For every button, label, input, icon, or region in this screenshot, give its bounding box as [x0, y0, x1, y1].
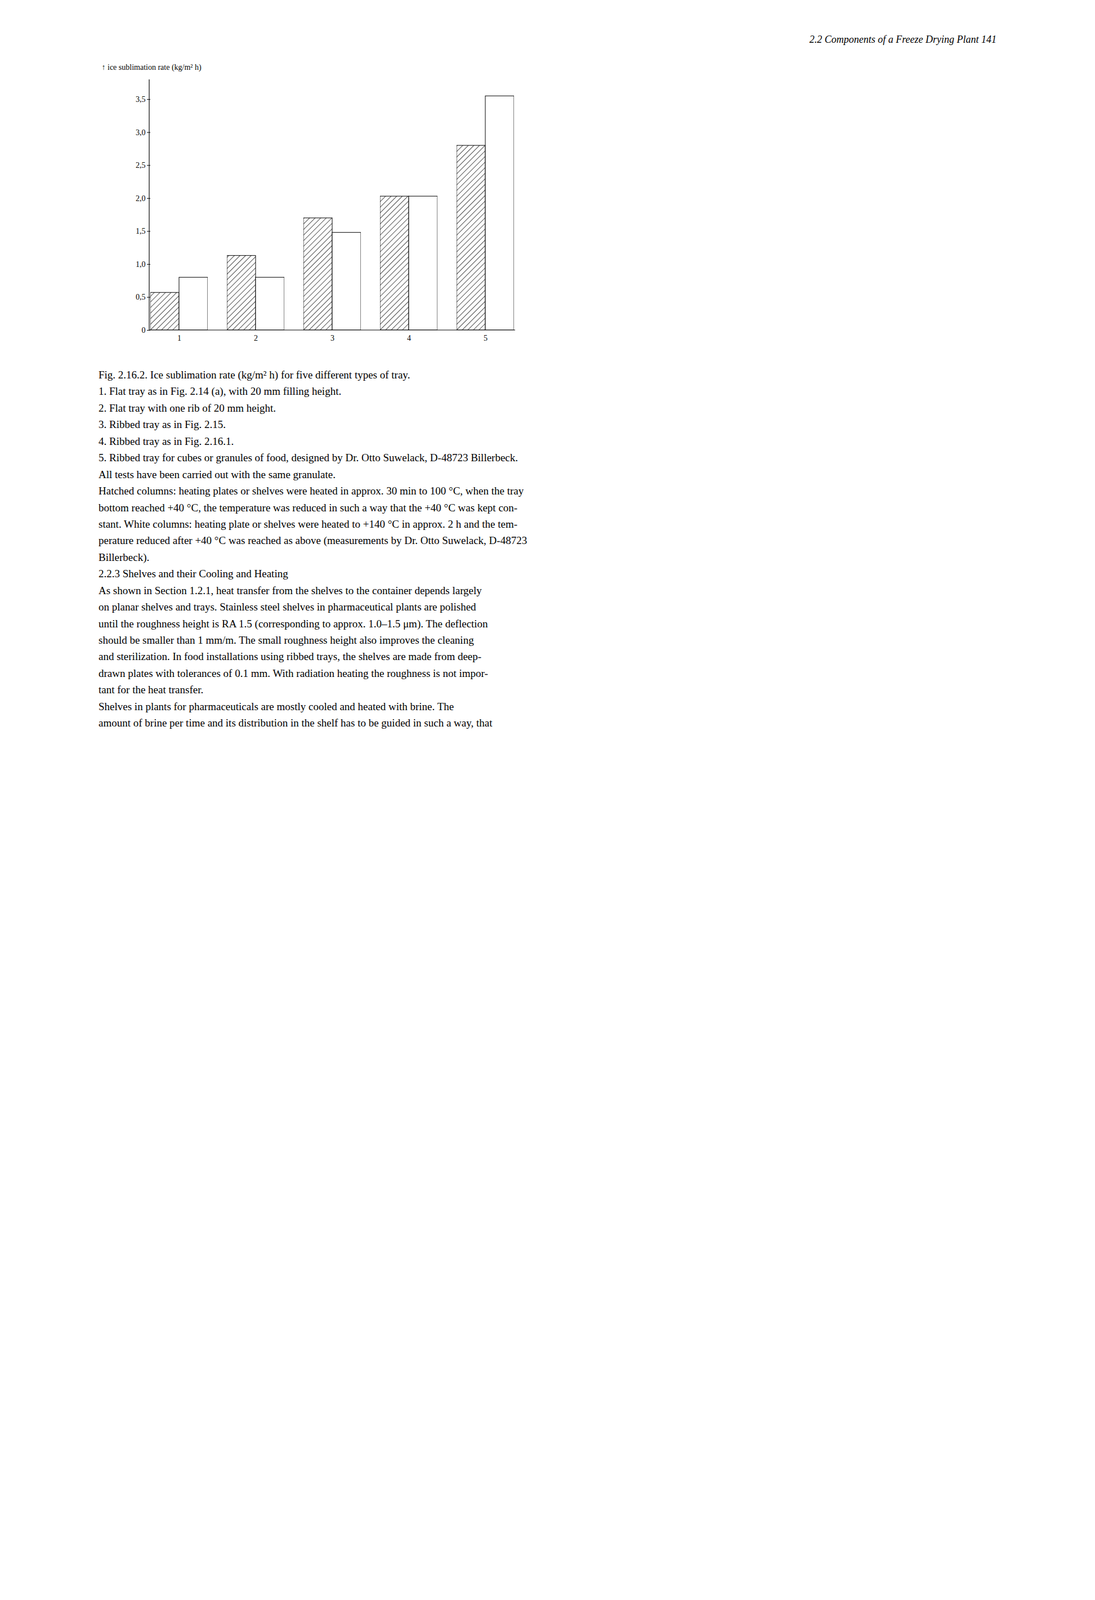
html-text:drawn plates with tolerances o: drawn plates with tolerances of 0.1 mm. … — [98, 667, 489, 679]
html-text:perature reduced after +40 °C: perature reduced after +40 °C was reache… — [98, 534, 528, 547]
html-text:Billerbeck).: Billerbeck). — [98, 551, 150, 563]
svg-text:5: 5 — [483, 333, 488, 343]
html-text:and sterilization. In food ins: and sterilization. In food installations… — [98, 650, 482, 663]
html-text:5. Ribbed tray for cubes or gr: 5. Ribbed tray for cubes or granules of … — [98, 451, 518, 464]
svg-text:2,0: 2,0 — [135, 194, 146, 203]
html-text:bottom reached +40 °C, the tem: bottom reached +40 °C, the temperature w… — [98, 501, 518, 514]
svg-text:3: 3 — [330, 333, 335, 343]
svg-text:↑ ice sublimation rate (kg/m²: ↑ ice sublimation rate (kg/m² h) — [101, 63, 203, 73]
svg-text:3,5: 3,5 — [135, 95, 146, 104]
html-text:should be smaller than 1 mm/m.: should be smaller than 1 mm/m. The small… — [98, 633, 474, 646]
html-text:amount of brine per time and i: amount of brine per time and its distrib… — [98, 716, 493, 729]
html-text:As shown in Section 1.2.1, hea: As shown in Section 1.2.1, heat transfer… — [98, 584, 482, 597]
svg-text:0: 0 — [141, 325, 146, 335]
html-text:3. Ribbed tray as in Fig. 2.15: 3. Ribbed tray as in Fig. 2.15. — [98, 418, 226, 431]
html-text:Fig. 2.16.2. Ice sublimation r: Fig. 2.16.2. Ice sublimation rate (kg/m²… — [98, 368, 411, 381]
svg-text:2,5: 2,5 — [135, 161, 146, 170]
html-text:on planar shelves and trays. S: on planar shelves and trays. Stainless s… — [98, 600, 477, 613]
html-text:All tests have been carried ou: All tests have been carried out with the… — [98, 468, 336, 480]
svg-text:1,5: 1,5 — [135, 226, 146, 236]
html-text:1. Flat tray as in Fig. 2.14 (: 1. Flat tray as in Fig. 2.14 (a), with 2… — [98, 385, 342, 398]
html-text:until the roughness height is: until the roughness height is RA 1.5 (co… — [98, 617, 488, 630]
html-text:4. Ribbed tray as in Fig. 2.16: 4. Ribbed tray as in Fig. 2.16.1. — [98, 435, 234, 447]
svg-text:3,0: 3,0 — [135, 128, 146, 137]
svg-text:2: 2 — [253, 333, 258, 343]
svg-text:1,0: 1,0 — [135, 260, 146, 269]
html-text:2. Flat tray with one rib of 2: 2. Flat tray with one rib of 20 mm heigh… — [98, 401, 276, 414]
html-text:Hatched columns: heating plate: Hatched columns: heating plates or shelv… — [98, 484, 524, 497]
html-text:2.2.3 Shelves and their Coolin: 2.2.3 Shelves and their Cooling and Heat… — [98, 567, 289, 580]
svg-text:4: 4 — [407, 333, 411, 343]
html-text:tant for the heat transfer.: tant for the heat transfer. — [98, 683, 204, 696]
html-text:stant. White columns: heating: stant. White columns: heating plate or s… — [98, 517, 518, 530]
html-text:Shelves in plants for pharmace: Shelves in plants for pharmaceuticals ar… — [98, 700, 454, 713]
html-text:2.2 Components of a Freeze Dry: 2.2 Components of a Freeze Drying Plant … — [809, 33, 997, 46]
svg-text:0,5: 0,5 — [135, 292, 146, 302]
svg-text:1: 1 — [177, 333, 182, 343]
